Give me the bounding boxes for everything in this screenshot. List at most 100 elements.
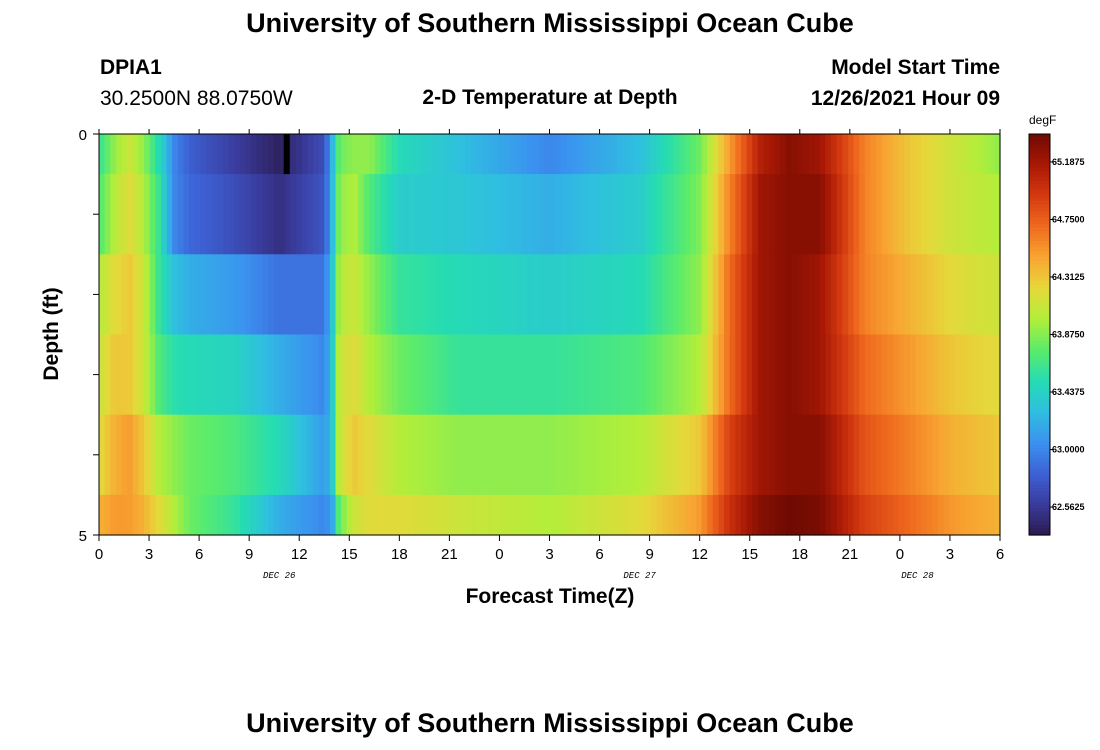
colorbar-segment [1029, 220, 1050, 225]
heatmap-cell [228, 174, 235, 255]
heatmap-cell [943, 254, 950, 336]
heatmap-cell [358, 494, 365, 536]
heatmap-cell [983, 174, 990, 255]
heatmap-cell [335, 174, 342, 255]
colorbar-segment [1029, 197, 1050, 202]
colorbar-segment [1029, 314, 1050, 319]
heatmap-cell [403, 254, 410, 336]
heatmap-cell [262, 254, 269, 336]
heatmap-cell [887, 174, 894, 255]
heatmap-cell [251, 494, 258, 536]
heatmap-cell [572, 174, 579, 255]
heatmap-cell [628, 414, 635, 496]
heatmap-cell [138, 134, 145, 175]
heatmap-cell [194, 174, 201, 255]
colorbar-segment [1029, 194, 1050, 199]
heatmap-cell [144, 254, 151, 336]
heatmap-cell [932, 254, 939, 336]
heatmap-cell [476, 254, 483, 336]
heatmap-cell [797, 334, 804, 416]
heatmap-cell [791, 334, 798, 416]
heatmap-cell [960, 334, 967, 416]
heatmap-cell [425, 494, 432, 536]
heatmap-cell [605, 134, 613, 175]
heatmap-cell [802, 334, 810, 416]
heatmap-cell [988, 134, 995, 175]
heatmap-cell [481, 134, 489, 175]
heatmap-cell [572, 494, 579, 536]
heatmap-cell [864, 334, 872, 416]
heatmap-cell [358, 174, 365, 255]
heatmap-cell [577, 414, 584, 496]
heatmap-cell [391, 174, 399, 255]
heatmap-cell [256, 334, 263, 416]
heatmap-cell [786, 414, 793, 496]
heatmap-cell [149, 254, 156, 336]
heatmap-cell [99, 494, 106, 536]
heatmap-cell [397, 334, 404, 416]
colorbar-segment [1029, 411, 1050, 416]
heatmap-cell [301, 134, 308, 175]
heatmap-cell [566, 334, 573, 416]
heatmap-cell [954, 174, 962, 255]
heatmap-cell [724, 414, 731, 496]
heatmap-cell [386, 174, 393, 255]
heatmap-cell [442, 494, 449, 536]
heatmap-cell [825, 254, 832, 336]
heatmap-cell [358, 254, 365, 336]
heatmap-cell [690, 254, 697, 336]
heatmap-cell [465, 494, 472, 536]
heatmap-cell [763, 254, 770, 336]
heatmap-cell [487, 174, 494, 255]
heatmap-cell [724, 254, 731, 336]
colorbar-segment [1029, 438, 1050, 443]
heatmap-cell [532, 134, 539, 175]
heatmap-cell [898, 494, 905, 536]
heatmap-cell [256, 134, 263, 175]
heatmap-cell [971, 334, 979, 416]
heatmap-cell [656, 174, 663, 255]
heatmap-cell [155, 134, 162, 175]
heatmap-cell [594, 494, 601, 536]
heatmap-cell [408, 174, 415, 255]
heatmap-cell [864, 414, 872, 496]
heatmap-cell [983, 414, 990, 496]
heatmap-cell [521, 174, 528, 255]
heatmap-cell [577, 254, 584, 336]
heatmap-cell [921, 414, 928, 496]
heatmap-cell [780, 254, 787, 336]
x-tick-label: 9 [645, 546, 653, 563]
heatmap-cell [121, 494, 128, 536]
colorbar-segment [1029, 384, 1050, 389]
date-label: DEC 26 [263, 571, 296, 581]
colorbar-segment [1029, 154, 1050, 158]
heatmap-cell [954, 134, 962, 175]
heatmap-cell [712, 494, 720, 536]
heatmap-cell [566, 134, 573, 175]
heatmap-cell [189, 254, 196, 336]
heatmap-cell [346, 134, 354, 175]
heatmap-cell [915, 494, 922, 536]
heatmap-cell [859, 174, 866, 255]
heatmap-cell [217, 254, 224, 336]
x-tick-label: 15 [341, 546, 358, 563]
heatmap-cell [459, 174, 466, 255]
heatmap-cell [831, 134, 838, 175]
heatmap-cell [983, 334, 990, 416]
heatmap-cell [160, 414, 168, 496]
heatmap-cell [538, 254, 545, 336]
heatmap-cell [757, 254, 765, 336]
heatmap-cell [622, 494, 629, 536]
colorbar-segment [1029, 381, 1050, 386]
heatmap-cell [363, 494, 370, 536]
heatmap-cell [138, 414, 145, 496]
heatmap-cell [819, 134, 827, 175]
colorbar-segment [1029, 227, 1050, 232]
heatmap-cell [600, 414, 607, 496]
heatmap-cell [831, 334, 838, 416]
heatmap-cell [971, 254, 979, 336]
heatmap-cell [909, 254, 917, 336]
heatmap-cell [408, 334, 415, 416]
heatmap-cell [504, 494, 511, 536]
